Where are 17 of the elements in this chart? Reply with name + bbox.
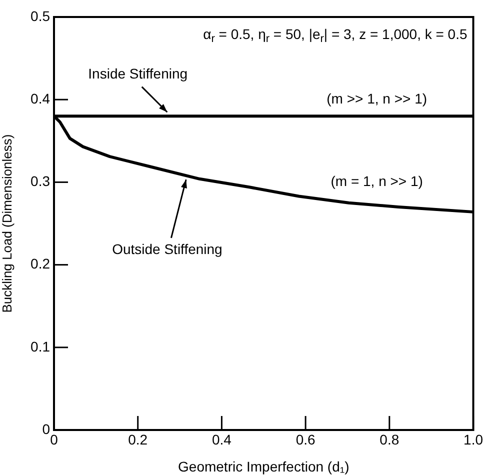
y-tick-label: 0.2 bbox=[30, 256, 50, 272]
x-tick-label: 0.8 bbox=[380, 431, 400, 448]
x-tick-label: 0.2 bbox=[128, 431, 148, 448]
annotation: (m >> 1, n >> 1) bbox=[326, 90, 428, 106]
y-axis-title: Buckling Load (Dimensionless) bbox=[0, 134, 14, 313]
x-tick-label: 0.6 bbox=[296, 431, 316, 448]
annotation: (m = 1, n >> 1) bbox=[330, 173, 423, 190]
y-tick-label: 0.3 bbox=[30, 173, 50, 190]
y-tick-label: 0.5 bbox=[30, 8, 50, 24]
x-tick-label: 1.0 bbox=[464, 431, 484, 448]
y-tick-label: 0 bbox=[42, 420, 50, 437]
x-axis-title: Geometric Imperfection (d₁) bbox=[178, 458, 350, 474]
y-tick-label: 0.4 bbox=[30, 90, 50, 106]
y-tick-label: 0.1 bbox=[30, 338, 50, 354]
text: Outside Stiffening bbox=[112, 240, 222, 257]
text: Inside Stiffening bbox=[88, 66, 188, 82]
x-tick-label: 0.4 bbox=[212, 431, 232, 448]
